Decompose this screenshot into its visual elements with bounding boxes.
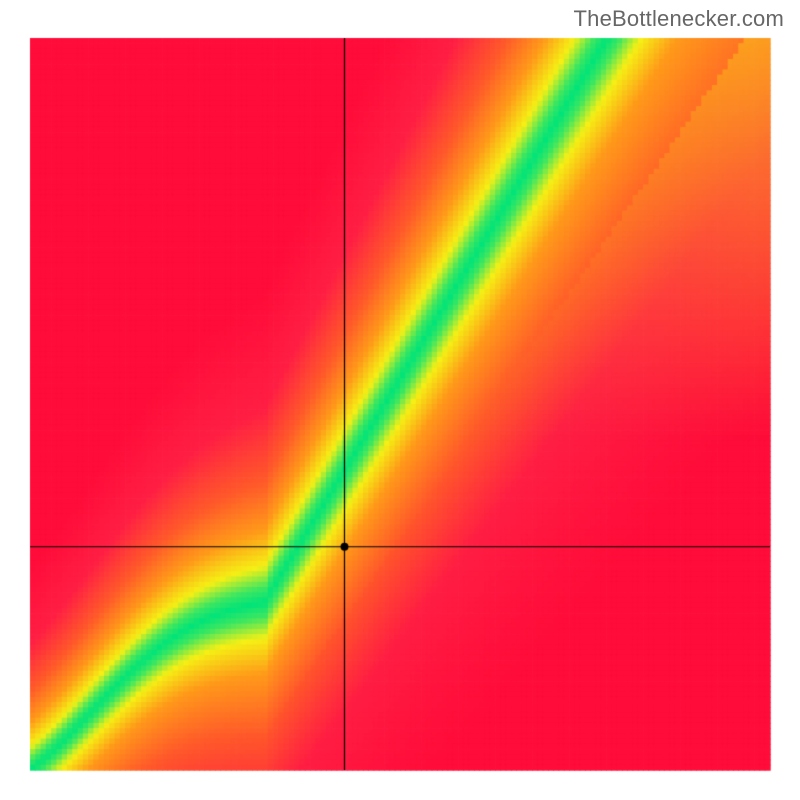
watermark-text: TheBottlenecker.com xyxy=(574,6,784,32)
chart-container: TheBottlenecker.com xyxy=(0,0,800,800)
heatmap-plot xyxy=(0,0,800,800)
